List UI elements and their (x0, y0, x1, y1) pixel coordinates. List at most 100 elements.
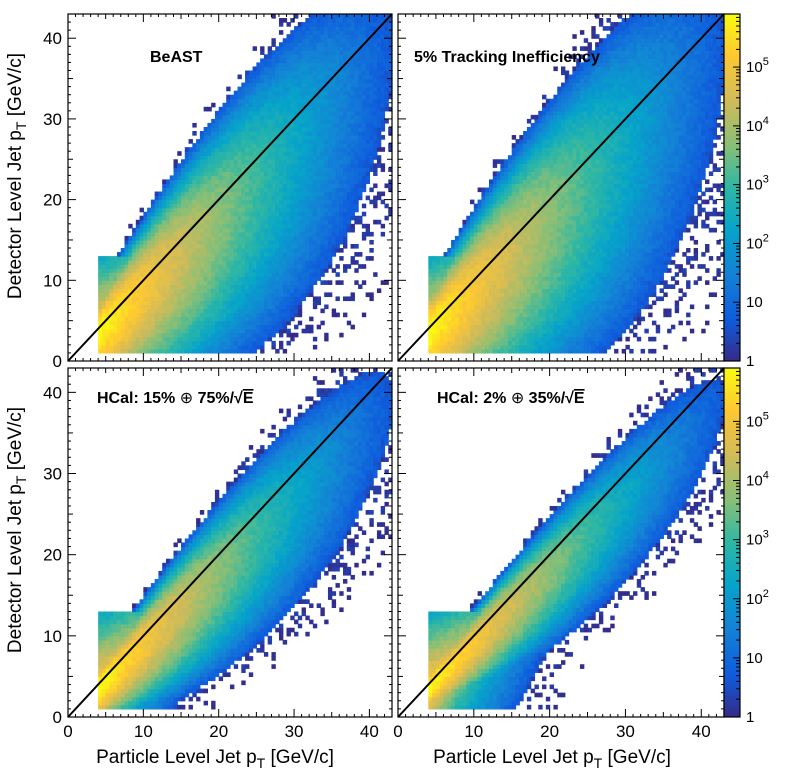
heatmap-cell (462, 348, 467, 354)
heatmap-cell (350, 199, 355, 205)
heatmap-cell (181, 195, 186, 201)
heatmap-cell (447, 252, 452, 257)
heatmap-cell (150, 348, 156, 354)
heatmap-cell (376, 131, 382, 136)
heatmap-cell (214, 211, 220, 217)
heatmap-cell (226, 211, 231, 217)
heatmap-cell (346, 207, 352, 213)
heatmap-cell (335, 90, 340, 96)
heatmap-cell (211, 280, 216, 285)
heatmap-cell (267, 46, 273, 51)
heatmap-cell (339, 58, 344, 64)
heatmap-cell (267, 308, 273, 314)
heatmap-cell (282, 252, 288, 257)
heatmap-cell (301, 82, 306, 88)
heatmap-cell (128, 296, 133, 302)
heatmap-cell (199, 332, 205, 338)
heatmap-cell (263, 316, 269, 322)
heatmap-cell (473, 316, 479, 322)
heatmap-cell (147, 348, 152, 354)
heatmap-cell (343, 70, 348, 76)
heatmap-cell (214, 159, 220, 164)
heatmap-cell (237, 94, 242, 100)
heatmap-cell (177, 207, 182, 213)
heatmap-cell (252, 207, 257, 213)
heatmap-cell (286, 227, 291, 233)
heatmap-cell (305, 110, 310, 116)
heatmap-cell (192, 122, 197, 128)
heatmap-cell (282, 106, 288, 112)
heatmap-cell (135, 264, 141, 269)
heatmap-cell (241, 276, 246, 281)
heatmap-cell (504, 348, 509, 354)
heatmap-cell (120, 292, 126, 298)
heatmap-cell (203, 106, 208, 112)
heatmap-cell (165, 231, 171, 237)
heatmap-cell (211, 288, 216, 293)
heatmap-cell (267, 264, 273, 269)
heatmap-cell (188, 175, 193, 181)
heatmap-cell (271, 256, 276, 261)
heatmap-cell (173, 199, 178, 205)
heatmap-cell (373, 22, 378, 27)
heatmap-cell (275, 78, 280, 84)
heatmap-cell (169, 187, 175, 193)
heatmap-cell (207, 195, 212, 201)
heatmap-cell (428, 280, 433, 285)
heatmap-cell (286, 70, 291, 76)
heatmap-cell (316, 18, 322, 23)
heatmap-cell (297, 102, 303, 108)
heatmap-cell (147, 211, 152, 217)
heatmap-cell (290, 243, 295, 249)
heatmap-cell (132, 260, 137, 265)
heatmap-cell (248, 268, 254, 273)
heatmap-cell (294, 215, 299, 221)
heatmap-cell (492, 175, 498, 181)
heatmap-cell (500, 316, 505, 322)
heatmap-cell (173, 235, 178, 241)
heatmap-cell (150, 284, 156, 289)
heatmap-cell (98, 332, 103, 338)
heatmap-cell (301, 114, 306, 120)
heatmap-cell (192, 159, 197, 164)
heatmap-cell (312, 147, 318, 152)
heatmap-cell (237, 320, 242, 326)
heatmap-cell (376, 163, 382, 168)
heatmap-cell (278, 98, 284, 104)
heatmap-cell (504, 324, 509, 330)
heatmap-cell (184, 215, 190, 221)
heatmap-cell (301, 227, 306, 233)
heatmap-cell (260, 272, 265, 277)
heatmap-cell (222, 199, 227, 205)
heatmap-cell (278, 248, 284, 253)
heatmap-cell (226, 215, 231, 221)
heatmap-cell (327, 260, 333, 265)
heatmap-cell (282, 272, 288, 277)
heatmap-cell (188, 211, 193, 217)
heatmap-cell (305, 235, 310, 241)
heatmap-cell (192, 328, 197, 334)
heatmap-cell (428, 300, 433, 306)
heatmap-cell (384, 90, 389, 96)
heatmap-cell (222, 203, 227, 209)
heatmap-cell (233, 280, 239, 285)
heatmap-cell (139, 235, 144, 241)
heatmap-cell (271, 86, 276, 92)
heatmap-cell (447, 320, 452, 326)
heatmap-cell (203, 147, 208, 152)
heatmap-cell (271, 126, 276, 132)
heatmap-cell (504, 171, 509, 176)
heatmap-cell (192, 147, 197, 152)
heatmap-cell (214, 248, 220, 253)
heatmap-cell (451, 296, 456, 302)
heatmap-cell (263, 260, 269, 265)
heatmap-cell (271, 143, 276, 148)
heatmap-cell (120, 344, 126, 350)
heatmap-cell (233, 300, 239, 306)
heatmap-cell (309, 179, 314, 185)
heatmap-cell (439, 264, 445, 269)
heatmap-cell (470, 215, 475, 221)
heatmap-cell (222, 272, 227, 277)
heatmap-cell (173, 316, 178, 322)
heatmap-cell (305, 94, 310, 100)
